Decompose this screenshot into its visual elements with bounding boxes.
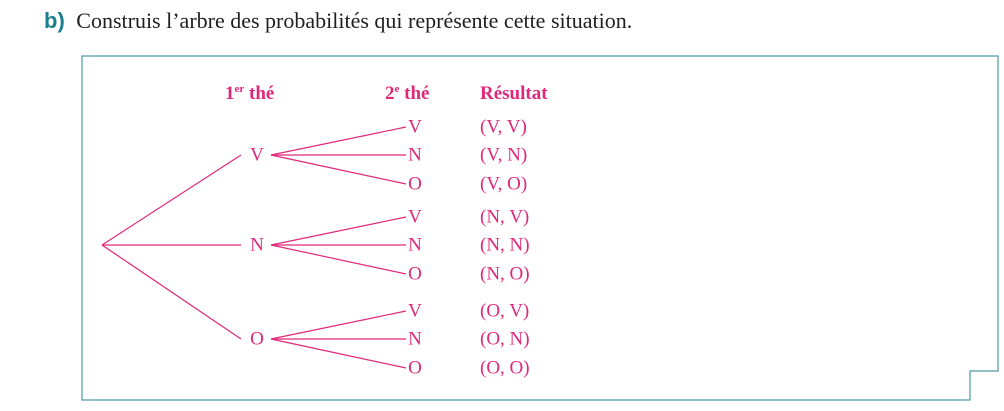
header-result: Résultat [480, 83, 548, 104]
result-1-2: (N, O) [480, 264, 530, 285]
result-0-1: (V, N) [480, 145, 527, 166]
branch-root-0 [101, 154, 242, 246]
node-second-1-2: O [408, 264, 422, 285]
result-0-0: (V, V) [480, 117, 527, 138]
node-second-0-0: V [408, 117, 422, 138]
result-2-0: (O, V) [480, 301, 529, 322]
branch-2-0 [270, 310, 407, 340]
branch-0-2 [270, 154, 407, 185]
header-second: 2e thé [385, 83, 429, 104]
result-2-2: (O, O) [480, 358, 530, 379]
result-1-1: (N, N) [480, 235, 530, 256]
node-first-1: N [250, 235, 264, 256]
node-second-2-2: O [408, 358, 422, 379]
node-second-1-0: V [408, 207, 422, 228]
branch-1-0 [270, 216, 407, 246]
tree-branches [101, 126, 407, 369]
question: b) Construis l’arbre des probabilités qu… [44, 8, 632, 34]
tree-results: (V, V) (V, N) (V, O) (N, V) (N, N) (N, O) (O, … [480, 117, 530, 379]
node-first-2: O [250, 329, 264, 350]
node-second-0-1: N [408, 145, 422, 166]
branch-2-2 [270, 338, 407, 369]
question-text: Construis l’arbre des probabilités qui r… [76, 8, 633, 33]
result-0-2: (V, O) [480, 174, 527, 195]
header-first: 1er thé [225, 83, 274, 104]
result-1-0: (N, V) [480, 207, 529, 228]
node-second-2-0: V [408, 301, 422, 322]
branch-root-2 [101, 244, 242, 340]
node-second-0-2: O [408, 174, 422, 195]
branch-1-2 [270, 244, 407, 275]
node-first-0: V [250, 145, 264, 166]
node-second-2-1: N [408, 329, 422, 350]
result-2-1: (O, N) [480, 329, 530, 350]
answer-frame [81, 55, 999, 401]
node-second-1-1: N [408, 235, 422, 256]
question-label: b) [44, 8, 65, 33]
branch-0-0 [270, 126, 407, 156]
